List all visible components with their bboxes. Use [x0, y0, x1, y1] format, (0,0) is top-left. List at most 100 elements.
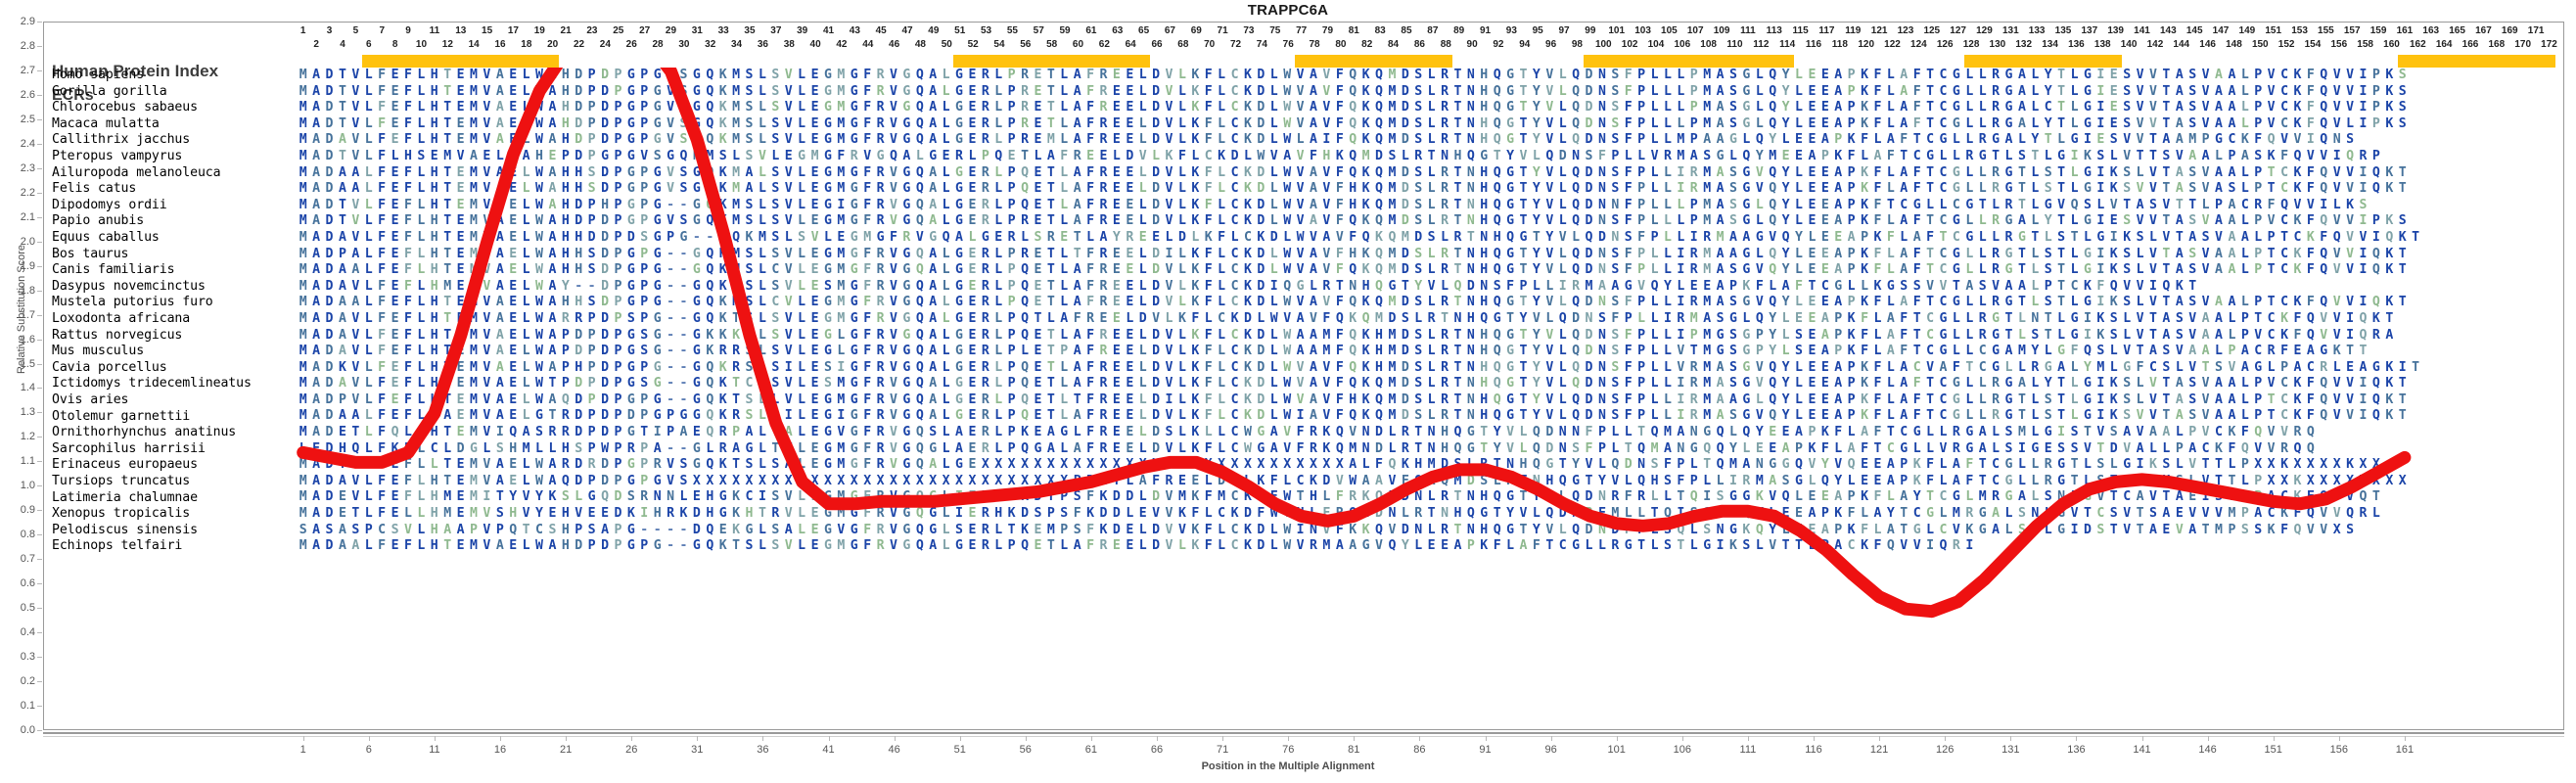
residue: L: [1427, 100, 1436, 115]
residue: X: [850, 473, 858, 488]
residue: P: [2254, 100, 2263, 115]
residue: M: [299, 392, 307, 407]
residue: Q: [2320, 100, 2328, 115]
residue: S: [1414, 164, 1423, 180]
residue: M: [1703, 246, 1712, 261]
residue: L: [2070, 359, 2079, 375]
residue: M: [1677, 148, 1685, 163]
residue: L: [1177, 262, 1186, 278]
residue: T: [2044, 132, 2052, 148]
residue: G: [653, 376, 662, 392]
residue: T: [2162, 115, 2171, 131]
residue: W: [535, 68, 543, 82]
residue: L: [2017, 327, 2026, 343]
residue: V: [483, 83, 491, 99]
residue: G: [2070, 132, 2079, 148]
residue: R: [2371, 327, 2380, 343]
residue: C: [2149, 359, 2157, 375]
residue: I: [640, 506, 649, 522]
residue: Q: [915, 164, 924, 180]
residue: M: [1703, 408, 1712, 424]
residue: A: [929, 83, 938, 99]
residue: -: [667, 327, 675, 343]
residue: P: [640, 68, 649, 82]
residue: K: [2306, 229, 2315, 245]
residue: A: [1820, 132, 1829, 148]
residue: T: [2228, 473, 2236, 488]
residue: P: [1637, 408, 1646, 424]
residue: G: [2083, 164, 2092, 180]
residue: X: [2385, 473, 2394, 488]
residue: S: [2057, 229, 2066, 245]
residue: A: [312, 408, 321, 424]
residue: G: [626, 115, 635, 131]
residue: L: [758, 327, 766, 343]
residue: P: [1689, 115, 1698, 131]
residue: F: [1086, 489, 1095, 505]
residue: I: [2201, 489, 2210, 505]
residue: F: [403, 327, 412, 343]
residue: A: [312, 506, 321, 522]
residue: G: [902, 197, 911, 212]
residue: G: [679, 229, 688, 245]
residue: F: [403, 83, 412, 99]
residue: X: [1099, 457, 1108, 473]
residue: N: [1611, 197, 1620, 212]
residue: R: [1441, 327, 1449, 343]
residue: D: [1257, 376, 1265, 392]
residue: C: [2267, 327, 2276, 343]
residue: C: [1939, 246, 1948, 261]
residue: A: [2228, 164, 2236, 180]
residue: C: [1230, 408, 1239, 424]
residue: -: [667, 344, 675, 359]
residue: R: [1126, 229, 1134, 245]
residue: E: [1126, 425, 1134, 440]
residue: A: [495, 473, 504, 488]
residue: P: [2267, 229, 2276, 245]
residue: F: [2306, 295, 2315, 310]
residue: G: [626, 327, 635, 343]
residue: A: [1283, 148, 1292, 163]
residue: D: [1257, 115, 1265, 131]
residue: C: [2201, 440, 2210, 456]
residue: E: [509, 132, 518, 148]
residue: V: [1165, 68, 1173, 82]
y-tick-mark: [37, 559, 42, 561]
residue: R: [955, 148, 963, 163]
residue: S: [745, 246, 754, 261]
residue: L: [1138, 262, 1147, 278]
residue: G: [626, 262, 635, 278]
residue: C: [1230, 278, 1239, 294]
residue: G: [667, 148, 675, 163]
residue: A: [1900, 213, 1909, 229]
residue: Q: [1755, 132, 1764, 148]
residue: V: [2149, 376, 2157, 392]
residue: L: [798, 262, 806, 278]
residue: K: [2083, 148, 2092, 163]
residue: G: [692, 68, 701, 82]
residue: X: [1007, 473, 1016, 488]
residue: K: [2109, 376, 2118, 392]
residue: A: [2017, 115, 2026, 131]
residue: L: [1663, 132, 1672, 148]
residue: Q: [1388, 229, 1397, 245]
species-label: Macaca mulatta: [52, 115, 160, 131]
residue: L: [1269, 115, 1278, 131]
residue: L: [1965, 310, 1974, 326]
residue: V: [2293, 132, 2302, 148]
residue: H: [430, 473, 438, 488]
residue: G: [902, 310, 911, 326]
residue: P: [640, 164, 649, 180]
residue: E: [968, 83, 977, 99]
residue: S: [1414, 132, 1423, 148]
residue: F: [1624, 376, 1633, 392]
residue: A: [1269, 425, 1278, 440]
residue: S: [2044, 181, 2052, 197]
residue: P: [2254, 473, 2263, 488]
residue: R: [876, 344, 885, 359]
residue: L: [1204, 425, 1213, 440]
residue: K: [2346, 457, 2355, 473]
residue: E: [810, 310, 819, 326]
residue: P: [614, 310, 622, 326]
